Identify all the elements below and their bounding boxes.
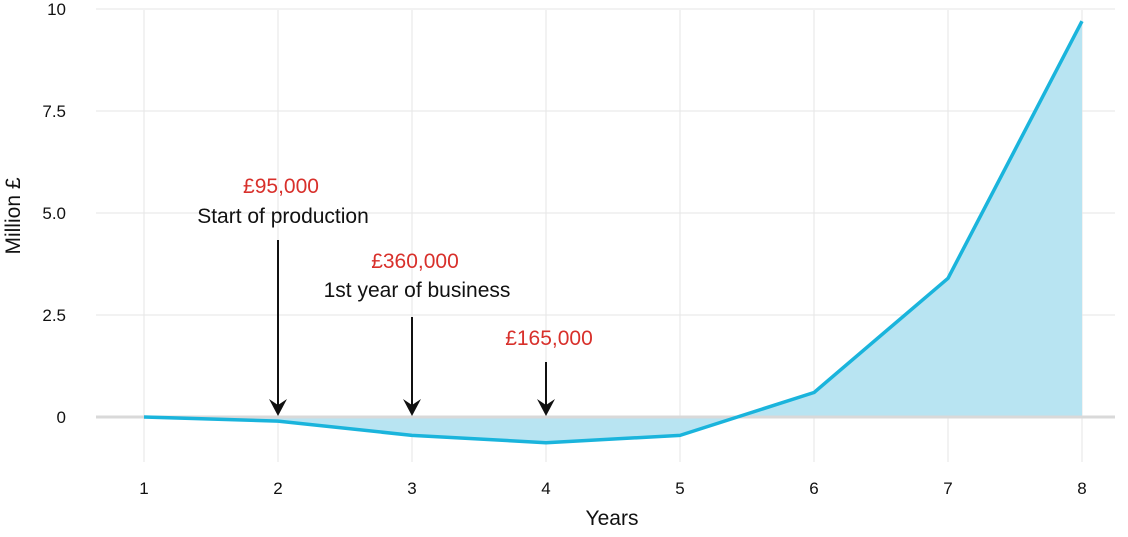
x-tick-label: 5	[675, 479, 684, 498]
annotation-label: 1st year of business	[324, 279, 511, 302]
series-line	[143, 20, 1084, 445]
y-tick-label: 2.5	[42, 306, 66, 325]
annotation-arrow-head	[403, 399, 421, 416]
y-tick-label: 10	[47, 0, 66, 19]
x-tick-labels: 1 2 3 4 5 6 7 8	[139, 479, 1086, 498]
y-tick-labels: 0 2.5 5.0 7.5 10	[42, 0, 66, 427]
vertical-gridlines	[143, 10, 1083, 462]
annotation: £95,000 Start of production	[197, 175, 369, 416]
annotations: £95,000 Start of production£360,000 1st ye…	[197, 175, 593, 416]
annotation-arrow-head	[269, 399, 287, 416]
y-tick-label: 5.0	[42, 204, 66, 223]
annotation-label: Start of production	[197, 205, 369, 228]
annotation-value: £360,000	[371, 250, 459, 273]
x-tick-label: 4	[541, 479, 550, 498]
annotation-value: £95,000	[243, 175, 319, 198]
x-tick-label: 8	[1077, 479, 1086, 498]
x-tick-label: 3	[407, 479, 416, 498]
annotation: £165,000	[505, 327, 593, 416]
x-axis-title: Years	[586, 507, 639, 530]
y-axis-title: Million £	[2, 177, 25, 254]
annotation-value: £165,000	[505, 327, 593, 350]
annotation: £360,000 1st year of business	[324, 250, 511, 416]
y-tick-label: 0	[57, 408, 66, 427]
x-tick-label: 2	[273, 479, 282, 498]
annotation-arrow-head	[537, 399, 555, 416]
area-fill	[144, 21, 1082, 443]
x-tick-label: 7	[943, 479, 952, 498]
x-tick-label: 6	[809, 479, 818, 498]
x-tick-label: 1	[139, 479, 148, 498]
y-tick-label: 7.5	[42, 102, 66, 121]
